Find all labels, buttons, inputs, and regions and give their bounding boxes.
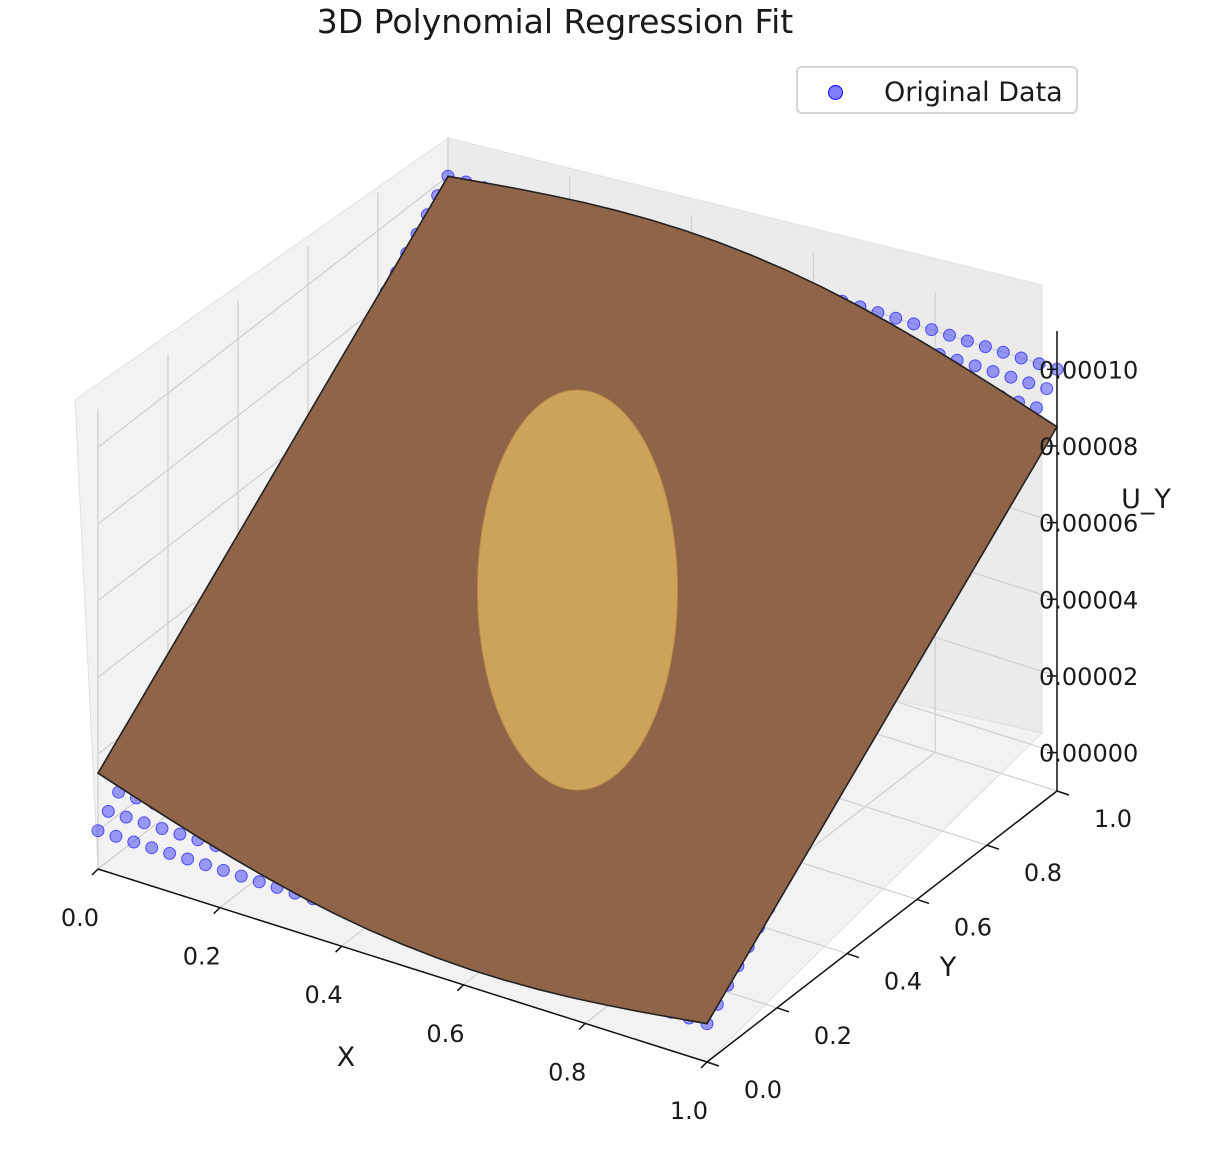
x-axis-label: X bbox=[337, 1042, 356, 1073]
legend-label-original-data: Original Data bbox=[884, 77, 1063, 108]
z-tick-label: 0.00000 bbox=[1039, 740, 1138, 768]
axes bbox=[91, 331, 1070, 1069]
z-tick-label: 0.00008 bbox=[1039, 433, 1138, 461]
z-tick-label: 0.00002 bbox=[1039, 663, 1138, 691]
x-tick-mark bbox=[91, 868, 99, 876]
scatter-point bbox=[986, 365, 1000, 378]
y-tick-mark bbox=[706, 1061, 720, 1067]
scatter-point bbox=[1022, 376, 1036, 390]
y-tick-label: 0.2 bbox=[814, 1022, 852, 1050]
y-axis-line bbox=[706, 790, 1058, 1063]
scatter-point bbox=[1032, 357, 1046, 371]
y-tick-mark bbox=[1056, 790, 1070, 796]
scatter-point bbox=[91, 824, 105, 838]
scatter-point bbox=[889, 311, 903, 325]
scatter-point bbox=[996, 345, 1010, 359]
x-tick-mark bbox=[700, 1061, 708, 1069]
x-tick-label: 0.8 bbox=[548, 1058, 586, 1086]
scatter-point bbox=[181, 852, 195, 866]
z-tick-label: 0.00004 bbox=[1039, 586, 1138, 614]
y-tick-label: 0.6 bbox=[954, 913, 992, 941]
scatter-point bbox=[199, 858, 212, 872]
scatter-point bbox=[252, 875, 266, 889]
x-tick-label: 1.0 bbox=[670, 1097, 708, 1125]
y-tick-mark bbox=[846, 952, 860, 959]
scatter-point bbox=[1004, 370, 1018, 384]
scatter-point bbox=[155, 822, 169, 835]
z-tick-label: 0.00010 bbox=[1039, 356, 1138, 384]
x-tick-label: 0.2 bbox=[183, 943, 221, 971]
y-tick-mark bbox=[916, 898, 930, 905]
x-tick-label: 0.6 bbox=[426, 1020, 464, 1048]
y-tick-label: 0.0 bbox=[744, 1076, 782, 1104]
scatter-point bbox=[943, 328, 956, 342]
scatter-point bbox=[127, 835, 141, 849]
scatter-point bbox=[968, 359, 982, 373]
x-tick-mark bbox=[578, 1022, 586, 1030]
y-tick-label: 0.4 bbox=[884, 968, 922, 996]
z-tick-label: 0.00006 bbox=[1039, 510, 1138, 538]
legend-marker-original-data bbox=[828, 85, 843, 100]
scatter-point bbox=[1014, 351, 1028, 365]
surface-hole-region bbox=[477, 389, 678, 791]
scatter-point bbox=[216, 863, 230, 877]
scatter-point bbox=[907, 317, 921, 331]
scatter-point bbox=[173, 827, 187, 841]
scatter-point bbox=[101, 804, 115, 818]
scatter-point bbox=[163, 846, 177, 860]
x-tick-mark bbox=[456, 984, 464, 992]
x-tick-mark bbox=[335, 945, 343, 953]
y-tick-mark bbox=[776, 1007, 790, 1013]
scatter-point bbox=[137, 816, 151, 830]
scatter-point bbox=[925, 323, 939, 337]
scatter-point bbox=[119, 810, 133, 824]
y-tick-label: 1.0 bbox=[1094, 805, 1132, 833]
scatter-point bbox=[960, 334, 974, 348]
chart-title: 3D Polynomial Regression Fit bbox=[316, 2, 794, 41]
scatter-point bbox=[1040, 382, 1054, 396]
z-axis-label: U_Y bbox=[1121, 484, 1171, 515]
y-tick-mark bbox=[986, 844, 1000, 850]
x-tick-label: 0.4 bbox=[305, 981, 343, 1009]
scatter-point bbox=[978, 340, 992, 354]
tick-labels: 0.0 0.2 0.4 0.6 0.8 1.0 0.0 0.2 0.4 0.6 0.8 1.0 0.00… bbox=[61, 356, 1138, 1125]
y-axis-label: Y bbox=[939, 952, 957, 983]
scatter-point bbox=[145, 841, 159, 855]
x-tick-label: 0.0 bbox=[61, 904, 99, 932]
fit-surface bbox=[96, 175, 1059, 1025]
legend: Original Data bbox=[796, 66, 1078, 114]
x-axis-line bbox=[97, 868, 708, 1063]
scatter-point bbox=[109, 829, 123, 843]
y-tick-label: 0.8 bbox=[1024, 859, 1062, 887]
x-tick-mark bbox=[213, 907, 221, 915]
scatter-point bbox=[234, 869, 248, 883]
